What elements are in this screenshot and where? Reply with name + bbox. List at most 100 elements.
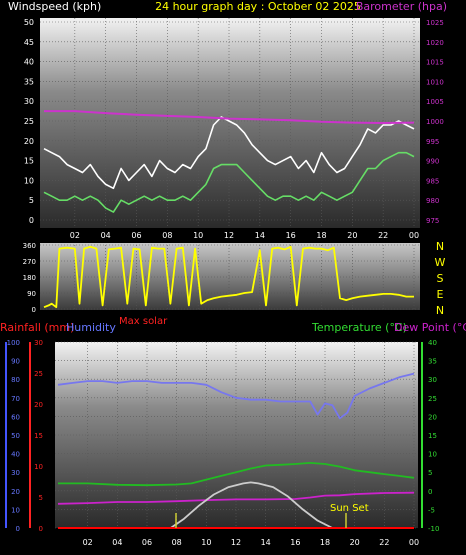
graph-date-title: 24 hour graph day : October 02 2025 bbox=[155, 0, 361, 13]
temperature-tick-label: 10 bbox=[428, 451, 437, 459]
direction-tick-label: 180 bbox=[23, 274, 36, 282]
hour-tick-label: 00 bbox=[409, 231, 419, 240]
temperature-tick-label: 40 bbox=[428, 339, 437, 347]
barometer-tick-label: 1000 bbox=[426, 118, 444, 126]
compass-label: S bbox=[437, 272, 444, 285]
hour-tick-label: 06 bbox=[131, 231, 141, 240]
barometer-tick-label: 1005 bbox=[426, 98, 444, 106]
hour-tick-label: 14 bbox=[255, 231, 265, 240]
temperature-grid bbox=[55, 341, 418, 529]
temperature-tick-label: 0 bbox=[428, 488, 432, 496]
hour-tick-label: 14 bbox=[261, 538, 271, 547]
barometer-tick-label: 990 bbox=[426, 158, 439, 166]
hour-tick-label: 20 bbox=[350, 538, 360, 547]
sunset-label: Sun Set bbox=[330, 503, 369, 514]
hour-tick-label: 08 bbox=[162, 231, 172, 240]
compass-label: N bbox=[436, 304, 444, 317]
hour-tick-label: 10 bbox=[193, 231, 203, 240]
humidity-tick-label: 0 bbox=[16, 525, 20, 533]
rain-tick-label: 10 bbox=[34, 463, 43, 471]
temperature-tick-label: 30 bbox=[428, 376, 437, 384]
wind-axis-title: Windspeed (kph) bbox=[8, 0, 101, 13]
humidity-tick-label: 50 bbox=[11, 432, 20, 440]
compass-label: E bbox=[437, 288, 444, 301]
hour-tick-label: 12 bbox=[224, 231, 234, 240]
rain-tick-label: 15 bbox=[34, 432, 43, 440]
wind-direction-line bbox=[43, 245, 414, 309]
temperature-tick-label: 25 bbox=[428, 395, 437, 403]
humidity-tick-label: 40 bbox=[11, 451, 20, 459]
barometer-line bbox=[44, 110, 415, 124]
temperature-panel: 0102030405060708090100051015202530-10-50… bbox=[5, 339, 440, 547]
barometer-tick-label: 1025 bbox=[426, 19, 444, 27]
barometer-tick-label: 980 bbox=[426, 197, 439, 205]
temperature-tick-label: -10 bbox=[428, 525, 439, 533]
barometer-tick-label: 985 bbox=[426, 177, 439, 185]
hour-tick-label: 20 bbox=[347, 231, 357, 240]
compass-label: W bbox=[435, 256, 446, 269]
direction-tick-label: 270 bbox=[23, 258, 36, 266]
humidity-tick-label: 100 bbox=[7, 339, 20, 347]
temperature-tick-label: 35 bbox=[428, 358, 437, 366]
barometer-tick-label: 1015 bbox=[426, 59, 444, 67]
hour-tick-label: 18 bbox=[320, 538, 330, 547]
hour-tick-label: 02 bbox=[83, 538, 93, 547]
temperature-tick-label: 5 bbox=[428, 469, 432, 477]
direction-ticks: 0 90 180 270 360 bbox=[23, 242, 36, 314]
max-solar-line bbox=[170, 481, 333, 529]
temperature-line bbox=[58, 461, 415, 487]
wind-tick-label: 20 bbox=[24, 137, 34, 146]
wind-ticks: 0510152025303540455097598098599099510001… bbox=[24, 18, 444, 240]
wind-tick-label: 30 bbox=[24, 97, 34, 106]
rain-tick-label: 5 bbox=[39, 494, 43, 502]
direction-tick-label: 360 bbox=[23, 242, 36, 250]
wind-series bbox=[43, 110, 415, 213]
direction-tick-label: 90 bbox=[27, 290, 36, 298]
wind-tick-label: 10 bbox=[24, 176, 34, 185]
hour-tick-label: 02 bbox=[70, 231, 80, 240]
rainfall-axis-title: Rainfall (mm) bbox=[0, 321, 74, 334]
humidity-tick-label: 20 bbox=[11, 488, 20, 496]
hour-tick-label: 04 bbox=[112, 538, 122, 547]
wind-tick-label: 45 bbox=[24, 38, 34, 47]
direction-panel: 0 90 180 270 360 N W S E N bbox=[23, 240, 446, 317]
barometer-tick-label: 975 bbox=[426, 217, 439, 225]
max-solar-label: Max solar bbox=[119, 316, 168, 327]
hour-tick-label: 10 bbox=[201, 538, 211, 547]
humidity-tick-label: 60 bbox=[11, 413, 20, 421]
temperature-tick-label: 15 bbox=[428, 432, 437, 440]
humidity-line bbox=[57, 372, 415, 420]
temperature-axis-title: Temperature (°C) bbox=[311, 321, 407, 334]
dewpoint-axis-title: Dew Point (°C) bbox=[394, 321, 466, 334]
humidity-tick-label: 30 bbox=[11, 469, 20, 477]
rain-tick-label: 25 bbox=[34, 370, 43, 378]
humidity-tick-label: 10 bbox=[11, 506, 20, 514]
temperature-ticks: 0102030405060708090100051015202530-10-50… bbox=[7, 339, 440, 547]
humidity-axis-title: Humidity bbox=[66, 321, 116, 334]
hour-tick-label: 16 bbox=[290, 538, 300, 547]
wind-tick-label: 50 bbox=[24, 18, 34, 27]
hour-tick-label: 04 bbox=[101, 231, 111, 240]
wind-tick-label: 35 bbox=[24, 77, 34, 86]
barometer-axis-title: Barometer (hpa) bbox=[356, 0, 447, 13]
hour-tick-label: 06 bbox=[142, 538, 152, 547]
barometer-tick-label: 995 bbox=[426, 138, 439, 146]
compass-labels: N W S E N bbox=[435, 240, 446, 317]
direction-tick-label: 0 bbox=[32, 306, 36, 314]
rain-tick-label: 0 bbox=[39, 525, 43, 533]
wind-tick-label: 5 bbox=[29, 196, 34, 205]
humidity-tick-label: 80 bbox=[11, 376, 20, 384]
windspeed-line bbox=[43, 116, 415, 190]
direction-series bbox=[43, 245, 414, 309]
barometer-tick-label: 1010 bbox=[426, 78, 444, 86]
wind-tick-label: 0 bbox=[29, 216, 34, 225]
wind-gust-line bbox=[43, 151, 415, 213]
temperature-series bbox=[57, 372, 415, 529]
temperature-tick-label: -5 bbox=[428, 506, 435, 514]
humidity-tick-label: 90 bbox=[11, 358, 20, 366]
compass-label: N bbox=[436, 240, 444, 253]
hour-tick-label: 16 bbox=[286, 231, 296, 240]
hour-tick-label: 08 bbox=[172, 538, 182, 547]
hour-tick-label: 12 bbox=[231, 538, 241, 547]
